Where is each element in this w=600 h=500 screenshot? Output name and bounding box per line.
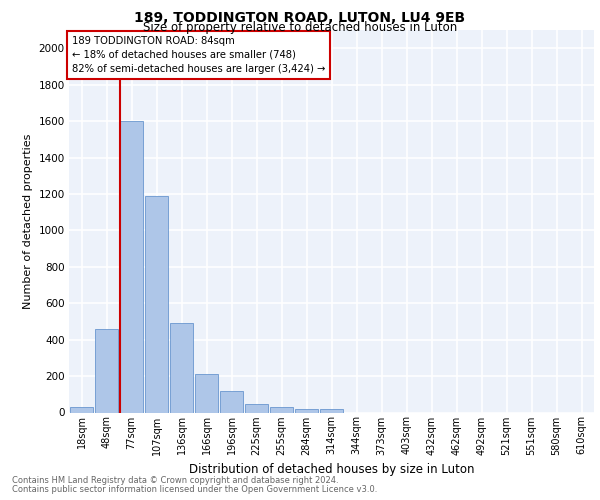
- Bar: [95, 328, 118, 412]
- Bar: [295, 409, 318, 412]
- Bar: [120, 121, 143, 412]
- Bar: [220, 390, 243, 412]
- Text: 189 TODDINGTON ROAD: 84sqm
← 18% of detached houses are smaller (748)
82% of sem: 189 TODDINGTON ROAD: 84sqm ← 18% of deta…: [71, 36, 325, 74]
- Bar: [320, 409, 343, 412]
- Text: Contains public sector information licensed under the Open Government Licence v3: Contains public sector information licen…: [12, 485, 377, 494]
- X-axis label: Distribution of detached houses by size in Luton: Distribution of detached houses by size …: [189, 463, 474, 476]
- Text: Size of property relative to detached houses in Luton: Size of property relative to detached ho…: [143, 22, 457, 35]
- Text: Contains HM Land Registry data © Crown copyright and database right 2024.: Contains HM Land Registry data © Crown c…: [12, 476, 338, 485]
- Bar: [145, 196, 168, 412]
- Text: 189, TODDINGTON ROAD, LUTON, LU4 9EB: 189, TODDINGTON ROAD, LUTON, LU4 9EB: [134, 12, 466, 26]
- Bar: [195, 374, 218, 412]
- Y-axis label: Number of detached properties: Number of detached properties: [23, 134, 33, 309]
- Bar: [245, 404, 268, 412]
- Bar: [170, 324, 193, 412]
- Bar: [270, 407, 293, 412]
- Bar: [70, 407, 93, 412]
